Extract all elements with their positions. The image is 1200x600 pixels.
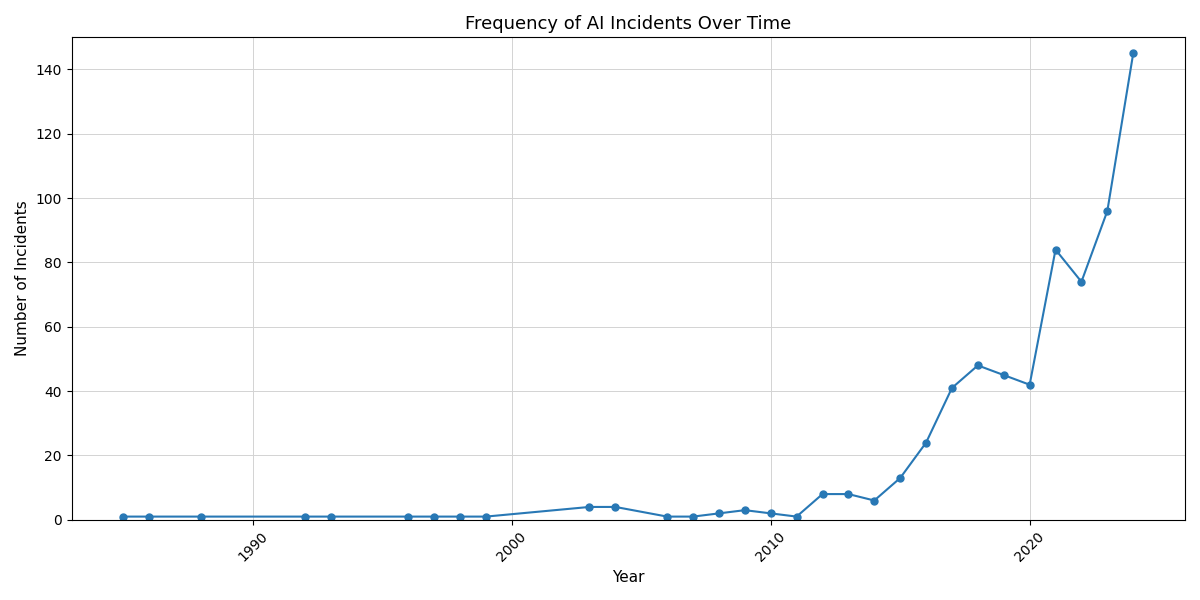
X-axis label: Year: Year xyxy=(612,570,644,585)
Title: Frequency of AI Incidents Over Time: Frequency of AI Incidents Over Time xyxy=(466,15,792,33)
Y-axis label: Number of Incidents: Number of Incidents xyxy=(16,200,30,356)
